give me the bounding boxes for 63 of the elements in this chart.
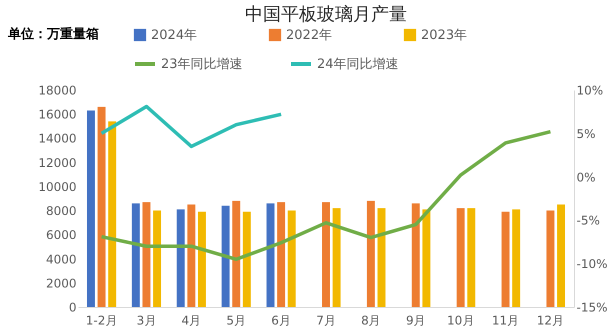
- bar: [153, 210, 162, 307]
- y2-tick-label: 5%: [576, 126, 596, 141]
- x-tick-label: 3月: [136, 314, 156, 328]
- bar: [108, 121, 116, 307]
- bar: [98, 106, 106, 307]
- y-tick-label: 2000: [46, 276, 76, 290]
- y-tick-label: 0: [68, 300, 76, 314]
- bar: [378, 208, 386, 307]
- legend-label: 2023年: [421, 28, 468, 43]
- bar: [546, 210, 554, 307]
- y-tick-label: 4000: [46, 252, 76, 266]
- chart-title: 中国平板玻璃月产量: [245, 4, 407, 25]
- bar: [332, 208, 341, 307]
- x-tick-label: 7月: [316, 314, 336, 328]
- bar: [277, 202, 286, 307]
- x-tick-label: 5月: [226, 314, 246, 328]
- x-tick-label: 1-2月: [86, 314, 118, 328]
- y-tick-label: 18000: [38, 84, 76, 98]
- text: 单位：万重量箱: [7, 26, 99, 42]
- x-tick-label: 6月: [271, 314, 291, 328]
- bar: [557, 204, 566, 307]
- bar: [142, 202, 150, 307]
- x-tick-label: 4月: [182, 314, 202, 328]
- y2-tick-label: -10%: [576, 257, 608, 272]
- bar: [232, 200, 240, 307]
- legend-label: 2022年: [286, 28, 332, 43]
- x-tick-label: 12月: [536, 314, 564, 328]
- bar: [222, 206, 230, 307]
- y2-tick-label: -15%: [576, 300, 608, 314]
- line-series: [100, 104, 283, 148]
- y-tick-label: 10000: [38, 180, 76, 194]
- bar: [288, 210, 296, 307]
- legend-label: 23年同比增速: [161, 57, 243, 72]
- y2-tick-label: 10%: [576, 84, 604, 98]
- x-tick-label: 9月: [406, 314, 426, 328]
- y-tick-label: 8000: [46, 204, 76, 218]
- bar: [86, 110, 95, 307]
- x-tick-label: 10月: [447, 314, 474, 328]
- y2-tick-label: 0%: [576, 170, 596, 184]
- bar: [502, 212, 510, 307]
- y-tick-label: 12000: [38, 156, 76, 170]
- y-tick-label: 6000: [46, 228, 76, 242]
- legend-label: 24年同比增速: [317, 57, 399, 72]
- bar: [512, 209, 520, 307]
- legend-label: 2024年: [151, 28, 198, 43]
- bar: [467, 208, 476, 307]
- bar: [412, 203, 420, 307]
- bar: [132, 203, 140, 307]
- bar: [242, 212, 251, 307]
- bar: [198, 212, 206, 307]
- bar: [456, 208, 465, 307]
- line-series: [100, 130, 552, 262]
- x-tick-label: 11月: [492, 314, 520, 328]
- bar: [187, 204, 196, 307]
- bar: [266, 203, 274, 307]
- y-tick-label: 16000: [38, 108, 76, 122]
- bar: [176, 209, 185, 307]
- y-tick-label: 14000: [38, 132, 76, 146]
- bar: [322, 202, 330, 307]
- x-tick-label: 8月: [361, 314, 381, 328]
- bar: [366, 200, 375, 307]
- y2-tick-label: -5%: [576, 214, 600, 228]
- bar: [422, 209, 430, 307]
